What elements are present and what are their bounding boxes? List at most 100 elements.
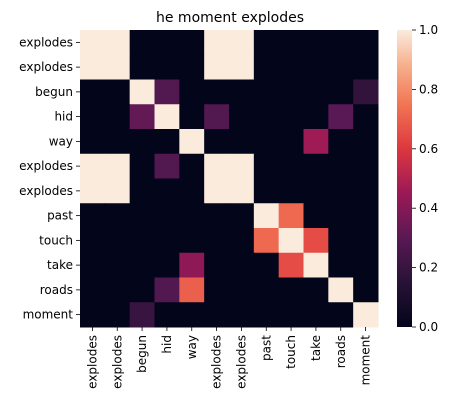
heatmap-cell-9-3 <box>154 252 180 278</box>
heatmap-cell-2-7 <box>253 79 280 105</box>
heatmap-cell-2-3 <box>154 79 180 105</box>
heatmap-cell-4-4 <box>179 129 205 155</box>
heatmap-cell-5-3 <box>154 153 180 179</box>
x-tick-label: touch <box>284 335 298 369</box>
colorbar-ticks: 0.0 0.2 0.4 0.6 0.8 1.0 <box>412 23 438 334</box>
heatmap-cell-9-10 <box>328 252 354 278</box>
heatmap-cell-1-6 <box>229 54 255 80</box>
heatmap-cell-11-0 <box>80 302 106 328</box>
heatmap-cell-11-4 <box>179 302 205 328</box>
heatmap-cell-0-1 <box>104 30 131 56</box>
heatmap-cell-6-0 <box>80 178 106 204</box>
heatmap-cell-7-0 <box>80 203 106 229</box>
heatmap-cell-0-7 <box>253 30 280 56</box>
heatmap-cell-9-0 <box>80 252 106 278</box>
heatmap-cell-0-6 <box>229 30 255 56</box>
heatmap-cell-8-9 <box>303 228 329 254</box>
x-axis-ticks: explodes explodes begun hid way explodes explo… <box>85 327 373 389</box>
heatmap-cell-4-8 <box>278 129 304 155</box>
heatmap-cell-3-1 <box>104 104 131 130</box>
y-tick-label: roads <box>40 283 73 297</box>
heatmap-cell-9-6 <box>229 252 255 278</box>
heatmap-cell-0-0 <box>80 30 106 56</box>
heatmap-cell-3-11 <box>353 104 379 130</box>
y-tick-label: explodes <box>19 184 73 198</box>
heatmap-cell-4-10 <box>328 129 354 155</box>
heatmap-cell-7-2 <box>129 203 155 229</box>
colorbar-tick-label: 0.4 <box>419 201 438 215</box>
heatmap-cell-5-5 <box>204 153 230 179</box>
heatmap-cell-0-5 <box>204 30 230 56</box>
heatmap-cell-4-9 <box>303 129 329 155</box>
x-tick-label: past <box>259 335 273 361</box>
heatmap-cell-11-10 <box>328 302 354 328</box>
heatmap-cell-8-11 <box>353 228 379 254</box>
heatmap-cell-6-11 <box>353 178 379 204</box>
heatmap-cell-4-6 <box>229 129 255 155</box>
heatmap-cell-3-6 <box>229 104 255 130</box>
heatmap-cell-3-0 <box>80 104 106 130</box>
heatmap-cell-3-7 <box>253 104 280 130</box>
heatmap-cell-2-1 <box>104 79 131 105</box>
heatmap-cell-1-7 <box>253 54 280 80</box>
x-tick-label: explodes <box>210 335 224 389</box>
heatmap-cell-3-10 <box>328 104 354 130</box>
chart-title: he moment explodes <box>156 10 304 26</box>
heatmap-cell-9-7 <box>253 252 280 278</box>
x-tick-label: begun <box>135 335 149 373</box>
heatmap-cell-6-10 <box>328 178 354 204</box>
x-tick-label: explodes <box>234 335 248 389</box>
heatmap-cell-6-1 <box>104 178 131 204</box>
x-tick-label: way <box>185 335 199 359</box>
heatmap-cell-6-9 <box>303 178 329 204</box>
x-tick-label: roads <box>334 335 348 368</box>
heatmap-cell-2-10 <box>328 79 354 105</box>
heatmap-cell-7-4 <box>179 203 205 229</box>
heatmap-cell-1-3 <box>154 54 180 80</box>
heatmap-cell-10-9 <box>303 277 329 303</box>
heatmap-cell-10-10 <box>328 277 354 303</box>
heatmap-cell-4-2 <box>129 129 155 155</box>
x-tick-label: explodes <box>85 335 99 389</box>
heatmap-cell-9-9 <box>303 252 329 278</box>
heatmap-cell-11-3 <box>154 302 180 328</box>
heatmap-cell-0-3 <box>154 30 180 56</box>
heatmap-cell-5-7 <box>253 153 280 179</box>
heatmap-cell-6-3 <box>154 178 180 204</box>
heatmap-cell-10-4 <box>179 277 205 303</box>
heatmap-cell-7-5 <box>204 203 230 229</box>
heatmap-cell-11-2 <box>129 302 155 328</box>
heatmap-cell-0-2 <box>129 30 155 56</box>
heatmap-cell-4-11 <box>353 129 379 155</box>
heatmap-cell-11-1 <box>104 302 131 328</box>
heatmap-cell-11-6 <box>229 302 255 328</box>
heatmap-cell-3-5 <box>204 104 230 130</box>
heatmap-cell-6-4 <box>179 178 205 204</box>
heatmap-cell-0-9 <box>303 30 329 56</box>
heatmap-cell-2-6 <box>229 79 255 105</box>
heatmap-cell-4-5 <box>204 129 230 155</box>
heatmap-cell-7-7 <box>253 203 280 229</box>
heatmap-cell-2-5 <box>204 79 230 105</box>
heatmap-cell-7-11 <box>353 203 379 229</box>
heatmap-cell-1-4 <box>179 54 205 80</box>
heatmap-cell-3-9 <box>303 104 329 130</box>
heatmap-cell-1-1 <box>104 54 131 80</box>
heatmap-cell-6-2 <box>129 178 155 204</box>
x-tick-label: explodes <box>110 335 124 389</box>
x-tick-label: moment <box>359 335 373 386</box>
heatmap-cell-10-0 <box>80 277 106 303</box>
heatmap-cell-9-4 <box>179 252 205 278</box>
heatmap-cell-5-1 <box>104 153 131 179</box>
heatmap-cell-8-7 <box>253 228 280 254</box>
heatmap-cell-3-4 <box>179 104 205 130</box>
heatmap-cell-6-8 <box>278 178 304 204</box>
heatmap-cell-3-8 <box>278 104 304 130</box>
x-tick-label: hid <box>160 335 174 354</box>
y-tick-label: explodes <box>19 35 73 49</box>
heatmap-cell-9-1 <box>104 252 131 278</box>
heatmap-cell-10-5 <box>204 277 230 303</box>
y-axis-ticks: explodes explodes begun hid way explodes explo… <box>19 35 80 322</box>
colorbar-tick-label: 0.2 <box>419 261 438 275</box>
